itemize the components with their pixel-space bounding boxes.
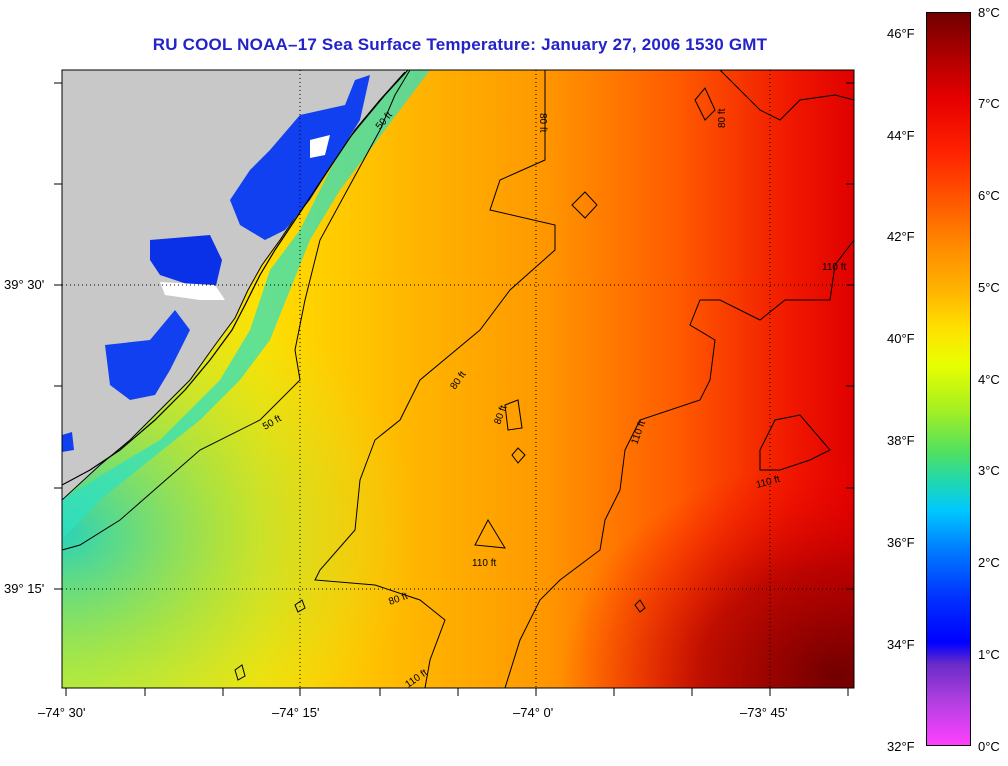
colorbar-f-label: 42°F: [887, 229, 915, 244]
colorbar-c-label: 6°C: [978, 188, 1000, 203]
colorbar-f-label: 44°F: [887, 128, 915, 143]
colorbar-f-label: 40°F: [887, 331, 915, 346]
lon-label-74-30: –74° 30': [38, 705, 86, 720]
bay-white-1: [160, 282, 225, 300]
map-title: RU COOL NOAA–17 Sea Surface Temperature:…: [152, 35, 768, 54]
colorbar-c-label: 1°C: [978, 647, 1000, 662]
depth-contours: [61, 69, 855, 689]
colorbar-f-label: 34°F: [887, 637, 915, 652]
colorbar-c-label: 2°C: [978, 555, 1000, 570]
colorbar-c-label: 7°C: [978, 96, 1000, 111]
colorbar-f-label: 46°F: [887, 26, 915, 41]
contour-label: 110 ft: [472, 558, 496, 569]
colorbar-c-label: 5°C: [978, 280, 1000, 295]
contour-label: 80 ft: [717, 108, 728, 128]
colorbar-c-label: 3°C: [978, 463, 1000, 478]
bay-water-4: [62, 432, 74, 452]
lon-label-74-15: –74° 15': [272, 705, 320, 720]
colorbar-c-label: 4°C: [978, 372, 1000, 387]
contour-label: 80 ft: [537, 113, 548, 133]
bay-white-2: [310, 135, 330, 158]
bay-water-1: [230, 75, 370, 240]
bay-water-3: [105, 310, 190, 400]
barrier-coastline: [62, 71, 406, 486]
lon-label-74-0: –74° 0': [513, 705, 554, 720]
lon-label-73-45: –73° 45': [740, 705, 788, 720]
colorbar-c-label: 8°C: [978, 5, 1000, 20]
colorbar-f-label: 38°F: [887, 433, 915, 448]
contour-label: 110 ft: [822, 262, 846, 273]
lat-label-39-15: 39° 15': [4, 581, 45, 596]
lat-label-39-30: 39° 30': [4, 277, 45, 292]
nearshore-cool-band: [62, 70, 430, 540]
colorbar-f-label: 32°F: [887, 739, 915, 754]
color-scale-bar: [926, 12, 971, 746]
colorbar-c-label: 0°C: [978, 739, 1000, 754]
bay-water-2: [150, 235, 222, 290]
colorbar-f-label: 36°F: [887, 535, 915, 550]
